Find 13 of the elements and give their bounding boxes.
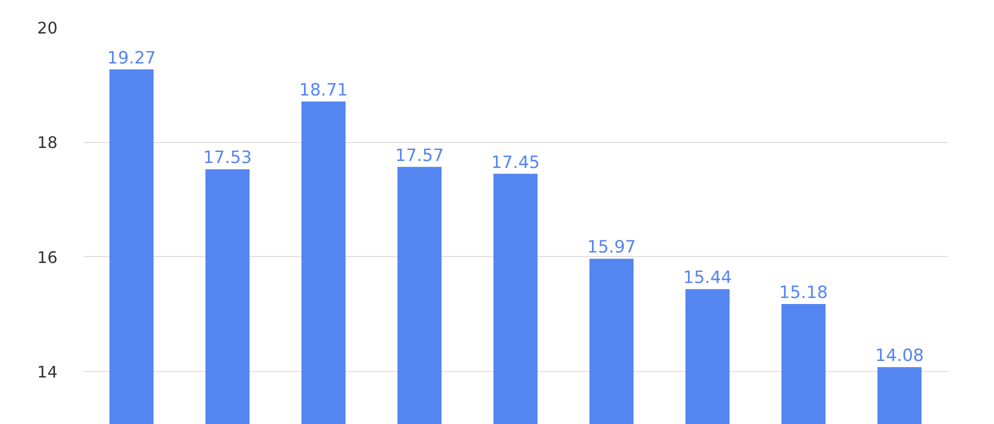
- data-label: 15.44: [683, 268, 732, 288]
- y-tick-label: 20: [37, 18, 58, 38]
- data-label: 15.18: [779, 283, 828, 304]
- data-label: 17.53: [203, 148, 252, 168]
- y-tick-label: 16: [37, 248, 58, 267]
- data-label: 18.71: [299, 80, 348, 101]
- y-tick-label: 14: [37, 362, 58, 382]
- data-label: 15.97: [587, 238, 636, 258]
- data-label: 14.08: [875, 346, 924, 366]
- data-label: 19.27: [107, 48, 156, 68]
- y-tick-label: 18: [37, 133, 58, 152]
- data-label: 17.45: [491, 152, 540, 173]
- data-label: 17.57: [395, 146, 444, 166]
